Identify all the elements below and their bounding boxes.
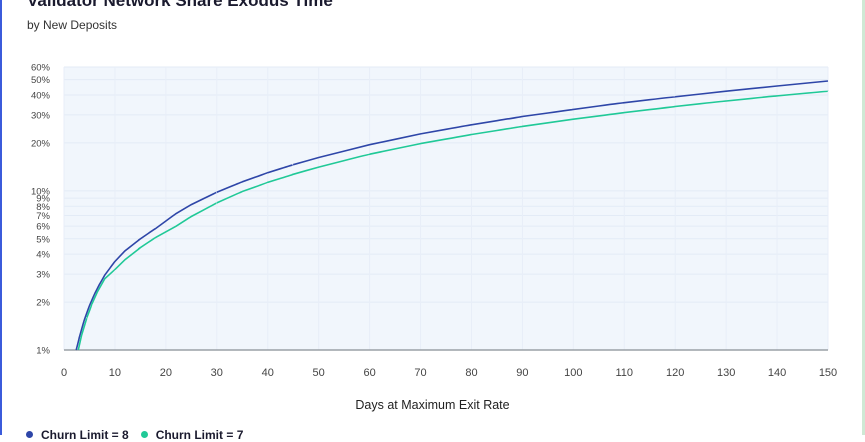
y-tick-label: 9% bbox=[36, 194, 50, 205]
x-tick-label: 120 bbox=[666, 367, 684, 379]
series-line-1 bbox=[75, 80, 829, 351]
x-tick-label: 50 bbox=[313, 367, 325, 379]
y-tick-label: 3% bbox=[36, 270, 50, 281]
series-layer bbox=[75, 80, 829, 351]
x-tick-label: 0 bbox=[61, 367, 67, 379]
x-tick-label: 130 bbox=[717, 367, 735, 379]
x-axis-ticks: 0 10 20 30 40 50 60 70 80 90 100 110 120 130 140 150 bbox=[61, 367, 837, 379]
y-tick-label: 10% bbox=[31, 186, 51, 197]
y-tick-label: 6% bbox=[36, 222, 50, 233]
x-tick-label: 80 bbox=[465, 367, 477, 379]
y-tick-label: 30% bbox=[31, 110, 51, 121]
y-tick-label: 1% bbox=[36, 346, 50, 357]
y-tick-label: 50% bbox=[31, 75, 51, 86]
y-tick-label: 2% bbox=[36, 298, 50, 309]
grid bbox=[63, 66, 829, 351]
x-tick-label: 10 bbox=[109, 367, 121, 379]
window-left-border bbox=[0, 0, 2, 435]
y-tick-label: 8% bbox=[36, 202, 50, 213]
x-axis-label: Days at Maximum Exit Rate bbox=[355, 398, 510, 412]
series-line-2 bbox=[77, 90, 829, 351]
y-tick-label: 7% bbox=[36, 211, 50, 222]
y-axis-ticks: 1% 2% 3% 4% 5%6%7%8%9%10% 20% 30% 40% 50%60% bbox=[31, 63, 51, 357]
x-tick-label: 60 bbox=[363, 367, 375, 379]
y-tick-label: 40% bbox=[31, 91, 51, 102]
x-tick-label: 100 bbox=[564, 367, 582, 379]
chart-subtitle: by New Deposits bbox=[27, 18, 118, 32]
x-tick-label: 20 bbox=[160, 367, 172, 379]
x-tick-label: 70 bbox=[414, 367, 426, 379]
legend: Churn Limit = 8 Churn Limit = 7 bbox=[26, 427, 255, 442]
window-right-border bbox=[862, 0, 865, 435]
y-tick-label: 4% bbox=[36, 250, 50, 261]
y-tick-label: 5% bbox=[36, 234, 50, 245]
x-tick-label: 90 bbox=[516, 367, 528, 379]
x-tick-label: 110 bbox=[615, 367, 633, 379]
x-tick-label: 30 bbox=[211, 367, 223, 379]
x-tick-label: 40 bbox=[262, 367, 274, 379]
x-tick-label: 150 bbox=[819, 367, 837, 379]
chart-title: Validator Network Share Exodus Time bbox=[27, 0, 333, 10]
x-tick-label: 140 bbox=[768, 367, 786, 379]
y-tick-label: 20% bbox=[31, 138, 51, 149]
plot-area bbox=[64, 67, 828, 350]
y-tick-label: 60% bbox=[31, 63, 51, 74]
